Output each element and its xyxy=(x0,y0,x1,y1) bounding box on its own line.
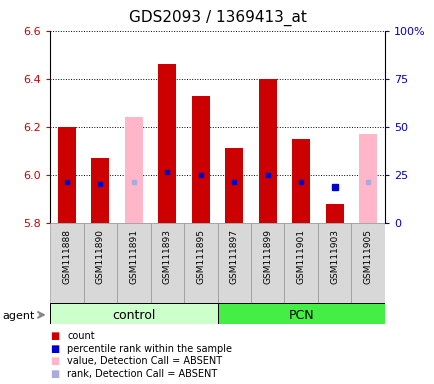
Text: percentile rank within the sample: percentile rank within the sample xyxy=(67,344,232,354)
Text: GSM111897: GSM111897 xyxy=(229,229,238,284)
Text: GSM111903: GSM111903 xyxy=(329,229,339,284)
Text: rank, Detection Call = ABSENT: rank, Detection Call = ABSENT xyxy=(67,369,217,379)
Text: GSM111899: GSM111899 xyxy=(263,229,272,284)
Bar xyxy=(217,303,384,324)
Bar xyxy=(50,303,217,324)
Text: GSM111905: GSM111905 xyxy=(363,229,372,284)
Text: ■: ■ xyxy=(50,331,59,341)
Bar xyxy=(117,223,150,305)
Bar xyxy=(291,139,310,223)
Bar xyxy=(57,127,76,223)
Bar xyxy=(158,64,176,223)
Text: agent: agent xyxy=(2,311,34,321)
Bar xyxy=(358,134,377,223)
Text: GSM111895: GSM111895 xyxy=(196,229,205,284)
Bar xyxy=(284,223,317,305)
Text: GSM111888: GSM111888 xyxy=(62,229,71,284)
Text: value, Detection Call = ABSENT: value, Detection Call = ABSENT xyxy=(67,356,222,366)
Text: GSM111893: GSM111893 xyxy=(162,229,171,284)
Bar xyxy=(50,223,83,305)
Text: GSM111901: GSM111901 xyxy=(296,229,305,284)
Text: GDS2093 / 1369413_at: GDS2093 / 1369413_at xyxy=(128,10,306,26)
Bar xyxy=(191,96,210,223)
Bar xyxy=(351,223,384,305)
Text: ■: ■ xyxy=(50,369,59,379)
Bar xyxy=(258,79,276,223)
Text: GSM111890: GSM111890 xyxy=(95,229,105,284)
Bar xyxy=(224,148,243,223)
Bar xyxy=(317,223,351,305)
Text: control: control xyxy=(112,309,155,322)
Bar xyxy=(217,223,250,305)
Bar xyxy=(91,158,109,223)
Bar xyxy=(250,223,284,305)
Text: count: count xyxy=(67,331,95,341)
Bar xyxy=(83,223,117,305)
Text: PCN: PCN xyxy=(288,309,313,322)
Bar xyxy=(150,223,184,305)
Text: ■: ■ xyxy=(50,356,59,366)
Text: ■: ■ xyxy=(50,344,59,354)
Bar xyxy=(325,204,343,223)
Text: GSM111891: GSM111891 xyxy=(129,229,138,284)
Bar xyxy=(124,117,143,223)
Bar xyxy=(184,223,217,305)
